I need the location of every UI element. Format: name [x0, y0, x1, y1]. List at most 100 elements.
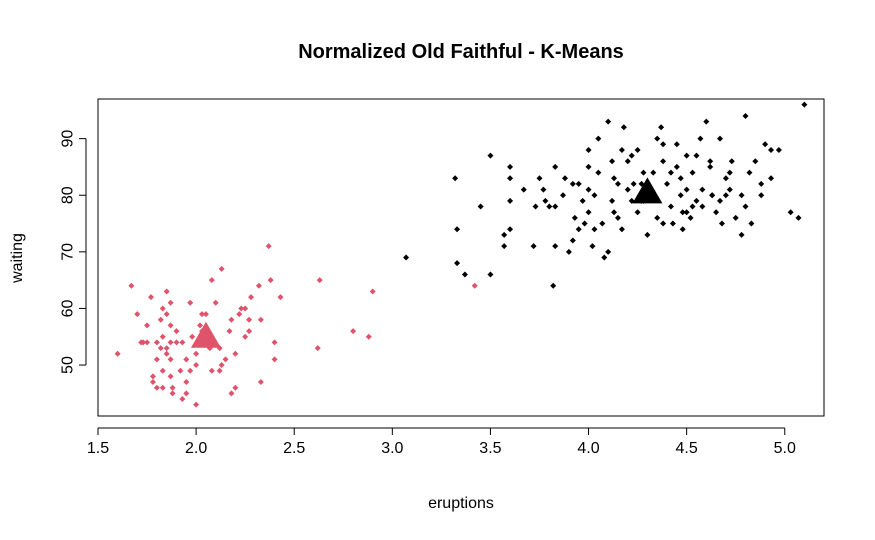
data-point-cluster-2: [507, 197, 514, 204]
data-point-cluster-1: [226, 328, 233, 335]
data-point-cluster-1: [257, 379, 264, 386]
data-point-cluster-2: [501, 243, 508, 250]
data-point-cluster-1: [232, 384, 239, 391]
data-point-cluster-2: [667, 203, 674, 210]
data-point-cluster-2: [552, 243, 559, 250]
data-point-cluster-2: [614, 214, 621, 221]
data-point-cluster-1: [167, 373, 174, 380]
chart-title: Normalized Old Faithful - K-Means: [298, 41, 624, 63]
data-point-cluster-1: [149, 379, 156, 386]
data-point-cluster-2: [452, 175, 459, 182]
data-point-cluster-2: [687, 214, 694, 221]
data-point-cluster-2: [605, 118, 612, 125]
data-point-cluster-2: [775, 146, 782, 153]
data-point-cluster-2: [532, 203, 539, 210]
data-point-cluster-2: [501, 231, 508, 238]
data-point-cluster-1: [179, 396, 186, 403]
x-tick-label: 2.5: [283, 440, 305, 457]
data-point-cluster-2: [679, 226, 686, 233]
data-point-cluster-2: [664, 180, 671, 187]
data-point-cluster-2: [683, 209, 690, 216]
data-point-cluster-2: [507, 163, 514, 170]
data-point-cluster-1: [265, 243, 272, 250]
data-point-cluster-2: [709, 192, 716, 199]
x-tick-label: 4.0: [577, 440, 599, 457]
data-point-cluster-1: [218, 265, 225, 272]
cluster-center-1: [190, 321, 221, 348]
data-point-cluster-1: [246, 328, 253, 335]
data-point-cluster-2: [640, 169, 647, 176]
data-point-cluster-1: [242, 305, 249, 312]
data-point-cluster-2: [679, 209, 686, 216]
data-point-cluster-2: [758, 192, 765, 199]
data-point-cluster-2: [722, 192, 729, 199]
data-point-cluster-1: [153, 384, 160, 391]
data-point-cluster-2: [461, 271, 468, 278]
data-point-cluster-2: [595, 135, 602, 142]
data-point-cluster-1: [222, 356, 229, 363]
data-point-cluster-1: [147, 294, 154, 301]
data-point-cluster-2: [762, 141, 769, 148]
data-point-cluster-1: [167, 339, 174, 346]
x-tick-label: 1.5: [87, 440, 109, 457]
y-tick-label: 90: [60, 130, 77, 148]
data-point-cluster-2: [591, 192, 598, 199]
data-point-cluster-1: [238, 305, 245, 312]
data-point-cluster-2: [624, 186, 631, 193]
y-axis: 50 60 70 80 90: [60, 130, 87, 374]
data-point-cluster-1: [242, 333, 249, 340]
data-point-cluster-2: [575, 180, 582, 187]
data-point-cluster-1: [246, 316, 253, 323]
data-point-cluster-1: [144, 322, 151, 329]
data-point-cluster-2: [601, 254, 608, 261]
data-point-cluster-2: [699, 186, 706, 193]
data-point-cluster-2: [660, 141, 667, 148]
data-point-cluster-2: [550, 282, 557, 289]
data-point-cluster-1: [163, 350, 170, 357]
data-point-cluster-2: [530, 243, 537, 250]
data-point-cluster-2: [673, 163, 680, 170]
data-point-cluster-1: [183, 379, 190, 386]
data-point-cluster-1: [134, 311, 141, 318]
data-point-cluster-1: [159, 367, 166, 374]
data-point-cluster-1: [173, 339, 180, 346]
data-point-cluster-1: [471, 282, 478, 289]
data-point-cluster-2: [609, 197, 616, 204]
data-point-cluster-1: [167, 356, 174, 363]
data-point-cluster-2: [487, 152, 494, 159]
data-point-cluster-1: [177, 367, 184, 374]
data-point-cluster-2: [669, 220, 676, 227]
data-point-cluster-2: [536, 175, 543, 182]
data-point-cluster-2: [605, 248, 612, 255]
data-point-cluster-2: [658, 124, 665, 131]
data-point-cluster-1: [183, 390, 190, 397]
data-point-cluster-2: [454, 226, 461, 233]
data-point-cluster-1: [193, 362, 200, 369]
data-point-cluster-1: [208, 367, 215, 374]
data-point-cluster-2: [595, 169, 602, 176]
data-point-cluster-1: [169, 390, 176, 397]
data-point-cluster-2: [660, 220, 667, 227]
data-point-cluster-2: [589, 243, 596, 250]
data-point-cluster-2: [569, 180, 576, 187]
x-axis-label: eruptions: [428, 495, 494, 512]
data-point-cluster-2: [683, 152, 690, 159]
data-point-cluster-2: [677, 192, 684, 199]
data-point-cluster-1: [189, 333, 196, 340]
data-point-cluster-2: [561, 175, 568, 182]
data-point-cluster-2: [728, 158, 735, 165]
data-point-cluster-2: [591, 226, 598, 233]
data-point-cluster-1: [173, 328, 180, 335]
points-layer: [114, 101, 808, 408]
data-point-cluster-2: [660, 158, 667, 165]
data-point-cluster-1: [157, 345, 164, 352]
data-point-cluster-1: [212, 299, 219, 306]
data-point-cluster-2: [693, 197, 700, 204]
data-point-cluster-1: [208, 277, 215, 284]
data-point-cluster-2: [634, 209, 641, 216]
data-point-cluster-1: [365, 333, 372, 340]
data-point-cluster-1: [232, 350, 239, 357]
cluster-center-2: [632, 177, 663, 204]
data-point-cluster-1: [163, 311, 170, 318]
